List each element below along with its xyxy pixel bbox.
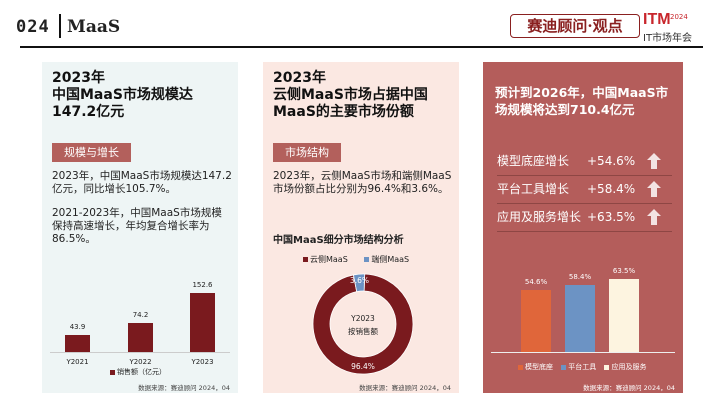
center-basis: 按销售额 [348,327,378,336]
source-note: 数据来源：赛迪顾问 2024，04 [359,384,451,392]
detail-text: 2021-2023年，中国MaaS市场规模保持高速增长，年均复合增长率为86.5… [52,207,222,245]
brand-stamp: 赛迪顾问·观点 [510,14,640,38]
slice-label: 96.4% [351,362,375,371]
legend-swatch [518,364,523,370]
data-label: 58.4% [568,273,592,282]
logo-subtitle: IT市场年会 [643,33,693,44]
legend-swatch [364,257,370,262]
bar [565,285,595,352]
x-axis [50,352,230,353]
slice-label: 3.6% [350,276,369,285]
category-label: Y2021 [66,358,89,366]
page-number: 024 [16,17,50,37]
market-size-panel: 2023年 中国MaaS市场规模达147.2亿元 规模与增长 2023年，中国M… [42,62,238,393]
growth-row: 平台工具增长 +58.4% [497,176,672,204]
growth-row: 应用及服务增长 +63.5% [497,204,672,232]
growth-label: 模型底座增长 [497,154,570,168]
bar [609,279,639,352]
growth-bar-chart: 54.6% 58.4% 63.5% [483,257,683,357]
bar [190,292,215,352]
header-divider [59,14,61,38]
legend-swatch [604,364,610,370]
category-label: Y2023 [191,358,214,366]
growth-label: 应用及服务增长 [497,210,582,224]
bar [521,289,551,352]
structure-donut-chart: 96.4% 3.6% [312,273,414,375]
legend-swatch [110,369,115,375]
up-arrow-icon [647,153,661,169]
growth-value: +54.6% [587,154,636,168]
chart-legend: 云侧MaaS 端侧MaaS [303,254,409,265]
x-axis [491,352,675,353]
legend-label: 云侧MaaS [310,255,348,264]
legend-label: 平台工具 [568,363,597,371]
panel-title: 预计到2026年，中国MaaS市场规模将达到710.4亿元 [495,85,669,117]
chart-legend: 销售额（亿元） [110,367,166,377]
panel-title: 2023年 中国MaaS市场规模达147.2亿元 [52,70,193,120]
bar [65,334,90,352]
growth-value: +63.5% [587,210,636,224]
market-structure-panel: 2023年 云侧MaaS市场占据中国MaaS的主要市场份额 市场结构 2023年… [263,62,459,393]
up-arrow-icon [647,209,661,225]
legend-label: 端侧MaaS [371,255,410,264]
bar [128,323,153,352]
legend-label: 应用及服务 [611,363,647,371]
data-label: 152.6 [192,280,213,289]
chart-legend: 模型底座 平台工具 应用及服务 [518,362,646,372]
data-label: 74.2 [132,311,149,320]
sales-bar-chart: 43.9 Y2021 74.2 Y2022 152.6 Y2023 [42,272,238,382]
header-rule [20,46,703,48]
source-note: 数据来源：赛迪顾问 2024，04 [138,384,230,392]
data-label: 54.6% [524,277,548,286]
donut-center-label: Y2023 按销售额 [333,312,393,338]
legend-swatch [303,257,308,262]
forecast-panel: 预计到2026年，中国MaaS市场规模将达到710.4亿元 模型底座增长 +54.… [483,62,683,393]
growth-value: +58.4% [587,182,636,196]
legend-label: 模型底座 [525,363,553,371]
legend-label: 销售额（亿元） [117,368,166,376]
logo-year: 2024 [670,13,688,21]
up-arrow-icon [647,181,661,197]
summary-text: 2023年，中国MaaS市场规模达147.2亿元，同比增长105.7%。 [52,170,232,195]
chart-title: 中国MaaS细分市场结构分析 [273,235,404,246]
source-note: 数据来源：赛迪顾问 2024，04 [583,384,675,392]
center-year: Y2023 [351,314,375,323]
growth-label: 平台工具增长 [497,182,570,196]
panel-title: 2023年 云侧MaaS市场占据中国MaaS的主要市场份额 [273,70,428,120]
data-label: 43.9 [69,322,86,331]
growth-row: 模型底座增长 +54.6% [497,148,672,176]
page-title: MaaS [67,17,121,37]
section-tag: 市场结构 [273,143,341,162]
donut-slice [312,273,414,375]
category-label: Y2022 [129,358,152,366]
itm-logo: ITM [643,11,671,28]
summary-text: 2023年，云侧MaaS市场和端侧MaaS市场份额占比分别为96.4%和3.6%… [273,170,452,195]
data-label: 63.5% [612,267,636,276]
donut-slice [352,273,366,293]
section-tag: 规模与增长 [52,143,131,162]
legend-swatch [561,364,567,370]
